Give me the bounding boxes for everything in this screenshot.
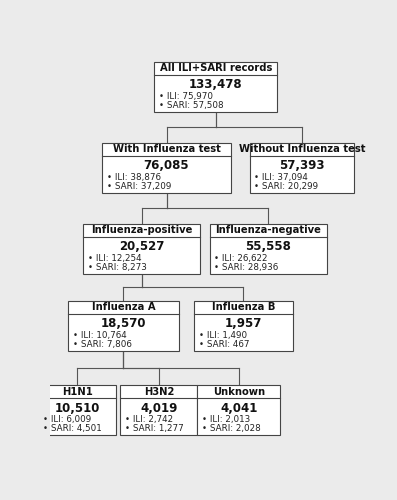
Text: • SARI: 37,209: • SARI: 37,209 <box>106 182 171 190</box>
Text: Influenza A: Influenza A <box>92 302 155 312</box>
Text: 76,085: 76,085 <box>144 160 189 172</box>
Text: • ILI: 26,622: • ILI: 26,622 <box>214 254 268 262</box>
Text: • SARI: 57,508: • SARI: 57,508 <box>159 101 224 110</box>
Text: 4,019: 4,019 <box>140 402 177 415</box>
Text: • ILI: 2,013: • ILI: 2,013 <box>202 416 250 424</box>
Text: • SARI: 8,273: • SARI: 8,273 <box>88 262 147 272</box>
FancyBboxPatch shape <box>194 300 293 350</box>
Text: • ILI: 38,876: • ILI: 38,876 <box>106 173 160 182</box>
Text: • SARI: 7,806: • SARI: 7,806 <box>73 340 131 348</box>
FancyBboxPatch shape <box>197 386 280 436</box>
Text: • ILI: 37,094: • ILI: 37,094 <box>254 173 308 182</box>
FancyBboxPatch shape <box>210 224 326 274</box>
Text: • SARI: 4,501: • SARI: 4,501 <box>44 424 102 433</box>
Text: Influenza B: Influenza B <box>212 302 275 312</box>
Text: • ILI: 10,764: • ILI: 10,764 <box>73 330 127 340</box>
Text: With Influenza test: With Influenza test <box>113 144 220 154</box>
Text: • ILI: 75,970: • ILI: 75,970 <box>159 92 213 101</box>
Text: • SARI: 20,299: • SARI: 20,299 <box>254 182 318 190</box>
Text: 4,041: 4,041 <box>220 402 258 415</box>
Text: • ILI: 6,009: • ILI: 6,009 <box>44 416 92 424</box>
FancyBboxPatch shape <box>68 300 179 350</box>
FancyBboxPatch shape <box>120 386 197 436</box>
Text: 1,957: 1,957 <box>225 317 262 330</box>
Text: Influenza-negative: Influenza-negative <box>215 225 321 235</box>
Text: 57,393: 57,393 <box>279 160 325 172</box>
Text: All ILI+SARI records: All ILI+SARI records <box>160 64 272 74</box>
Text: 55,558: 55,558 <box>245 240 291 253</box>
FancyBboxPatch shape <box>83 224 200 274</box>
Text: • SARI: 2,028: • SARI: 2,028 <box>202 424 261 433</box>
Text: H1N1: H1N1 <box>62 387 93 397</box>
Text: 20,527: 20,527 <box>119 240 165 253</box>
FancyBboxPatch shape <box>102 143 231 193</box>
Text: • SARI: 1,277: • SARI: 1,277 <box>125 424 184 433</box>
FancyBboxPatch shape <box>39 386 116 436</box>
Text: Without Influenza test: Without Influenza test <box>239 144 365 154</box>
Text: • ILI: 1,490: • ILI: 1,490 <box>199 330 247 340</box>
Text: Unknown: Unknown <box>213 387 265 397</box>
FancyBboxPatch shape <box>250 143 354 193</box>
Text: • ILI: 12,254: • ILI: 12,254 <box>88 254 142 262</box>
Text: 133,478: 133,478 <box>189 78 243 92</box>
Text: 18,570: 18,570 <box>101 317 146 330</box>
Text: 10,510: 10,510 <box>55 402 100 415</box>
Text: • SARI: 28,936: • SARI: 28,936 <box>214 262 278 272</box>
Text: H3N2: H3N2 <box>144 387 174 397</box>
Text: • ILI: 2,742: • ILI: 2,742 <box>125 416 173 424</box>
Text: Influenza-positive: Influenza-positive <box>91 225 193 235</box>
FancyBboxPatch shape <box>154 62 277 112</box>
Text: • SARI: 467: • SARI: 467 <box>199 340 249 348</box>
